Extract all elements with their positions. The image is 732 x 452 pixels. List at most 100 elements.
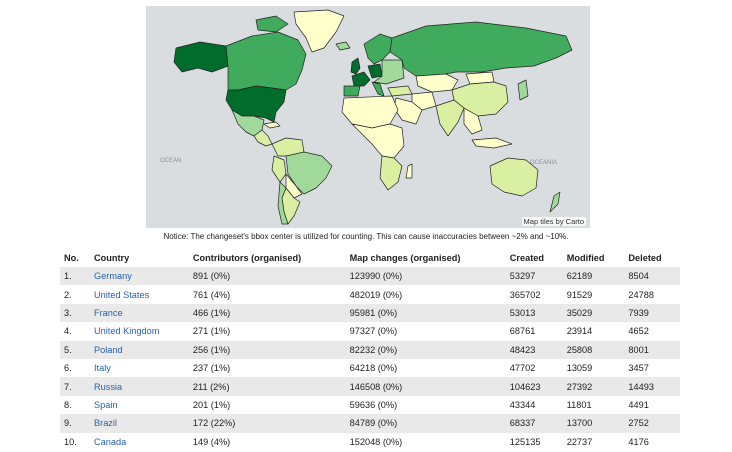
rank: 6. [64, 363, 72, 374]
country-cell: Germany [90, 267, 189, 286]
country-central-africa[interactable] [351, 123, 405, 159]
country-link[interactable]: Germany [94, 271, 132, 282]
modified-cell: 23914 [566, 326, 593, 337]
rank: 7. [60, 377, 90, 396]
rank: 9. [60, 414, 90, 433]
country-cell: Poland [90, 340, 189, 359]
country-scandinavia[interactable] [363, 33, 393, 65]
header-created: Created [509, 253, 544, 263]
table-row: 3. France 466 (1%) 95981 (0%) 53013 3502… [60, 303, 680, 323]
country-madagascar[interactable] [405, 163, 413, 179]
ocean-label-oceania: OCEANIA [530, 160, 557, 166]
rank: 2. [64, 289, 72, 300]
country-germany[interactable] [367, 63, 383, 79]
country-australia[interactable] [489, 157, 539, 197]
header-no: No. [64, 253, 79, 263]
rank: 4. [64, 326, 72, 337]
table-row: 1. Germany 891 (0%) 123990 (0%) 53297 62… [60, 267, 680, 286]
contributors-cell: 211 (2%) [188, 377, 346, 396]
country-southern-africa[interactable] [379, 155, 403, 191]
country-japan[interactable] [517, 79, 529, 101]
country-link[interactable]: Italy [94, 363, 111, 374]
header-modified: Modified [566, 253, 605, 263]
map-changes-cell: 146508 (0%) [345, 377, 506, 396]
country-cuba[interactable] [263, 121, 281, 129]
modified-cell: 91529 [566, 289, 593, 300]
rank: 5. [60, 340, 90, 359]
modified-cell: 62189 [562, 267, 625, 286]
table-row: 4. United Kingdom 271 (1%) 97327 (0%) 68… [60, 322, 680, 340]
country-chile[interactable] [277, 181, 289, 225]
header-deleted: Deleted [628, 253, 662, 263]
country-brazil[interactable] [285, 151, 333, 195]
created-cell: 48423 [505, 340, 563, 359]
country-link[interactable]: Poland [94, 344, 123, 355]
contributors-cell: 201 (1%) [192, 399, 231, 410]
country-southeast-asia[interactable] [463, 107, 483, 135]
country-link[interactable]: France [94, 307, 123, 318]
deleted-cell: 4652 [628, 326, 649, 337]
country-link[interactable]: Russia [94, 381, 123, 392]
country-turkey[interactable] [387, 85, 413, 97]
country-link[interactable]: Spain [94, 399, 118, 410]
country-iceland[interactable] [335, 41, 351, 51]
table-row: 9. Brazil 172 (22%) 84789 (0%) 68337 137… [60, 414, 680, 433]
modified-cell: 27392 [562, 377, 625, 396]
deleted-cell: 4176 [628, 436, 649, 447]
map-changes-cell: 123990 (0%) [345, 267, 506, 286]
deleted-cell: 4491 [628, 399, 649, 410]
country-bolivia[interactable] [285, 173, 303, 199]
choropleth-map[interactable]: OCEAN OCEANIA Map tiles by Carto [146, 6, 590, 228]
map-changes-cell: 152048 (0%) [349, 436, 403, 447]
created-cell: 104623 [505, 377, 563, 396]
modified-cell: 11801 [566, 399, 592, 410]
country-link[interactable]: Brazil [94, 418, 117, 429]
map-changes-cell: 64218 (0%) [349, 363, 398, 374]
ocean-label-atlantic: OCEAN [160, 158, 181, 164]
contributors-cell: 149 (4%) [192, 436, 231, 447]
country-canada[interactable] [225, 31, 307, 91]
country-india[interactable] [435, 99, 465, 137]
map-canvas[interactable]: OCEAN OCEANIA [146, 6, 590, 228]
deleted-cell: 2752 [624, 414, 680, 433]
country-france[interactable] [351, 71, 371, 87]
bbox-notice: Notice: The changeset's bbox center is u… [163, 232, 569, 241]
country-link[interactable]: United States [94, 289, 150, 300]
modified-cell: 13700 [562, 414, 625, 433]
country-italy[interactable] [371, 81, 385, 97]
modified-cell: 13059 [566, 363, 593, 374]
country-kazakhstan[interactable] [415, 73, 459, 93]
country-spain[interactable] [343, 85, 361, 97]
table-row: 7. Russia 211 (2%) 146508 (0%) 104623 27… [60, 377, 680, 396]
country-cell: Spain [90, 396, 189, 414]
rank: 1. [60, 267, 90, 286]
country-iran[interactable] [411, 91, 437, 111]
country-indonesia[interactable] [471, 137, 513, 149]
deleted-cell: 7939 [624, 303, 680, 323]
created-cell: 43344 [509, 399, 536, 410]
contributors-cell: 256 (1%) [188, 340, 346, 359]
created-cell: 53013 [505, 303, 563, 323]
country-canada-islands[interactable] [255, 15, 289, 33]
country-peru[interactable] [271, 155, 287, 183]
country-link[interactable]: United Kingdom [94, 326, 160, 337]
map-attribution[interactable]: Map tiles by Carto [521, 217, 586, 226]
map-changes-cell: 59636 (0%) [349, 399, 398, 410]
country-greenland[interactable] [293, 9, 345, 53]
rank: 10. [64, 436, 77, 447]
map-changes-cell: 82232 (0%) [345, 340, 506, 359]
country-united-kingdom[interactable] [350, 57, 361, 75]
table-row: 8. Spain 201 (1%) 59636 (0%) 43344 11801… [60, 396, 680, 414]
country-link[interactable]: Canada [94, 436, 127, 447]
country-north-africa[interactable] [341, 95, 399, 129]
country-russia[interactable] [389, 21, 573, 77]
country-cell: France [90, 303, 189, 323]
deleted-cell: 24788 [628, 289, 654, 300]
created-cell: 53297 [505, 267, 563, 286]
created-cell: 365702 [509, 289, 541, 300]
map-changes-cell: 84789 (0%) [345, 414, 506, 433]
contributors-cell: 891 (0%) [188, 267, 346, 286]
modified-cell: 25808 [562, 340, 625, 359]
country-alaska[interactable] [173, 41, 229, 73]
country-new-zealand[interactable] [549, 191, 561, 213]
